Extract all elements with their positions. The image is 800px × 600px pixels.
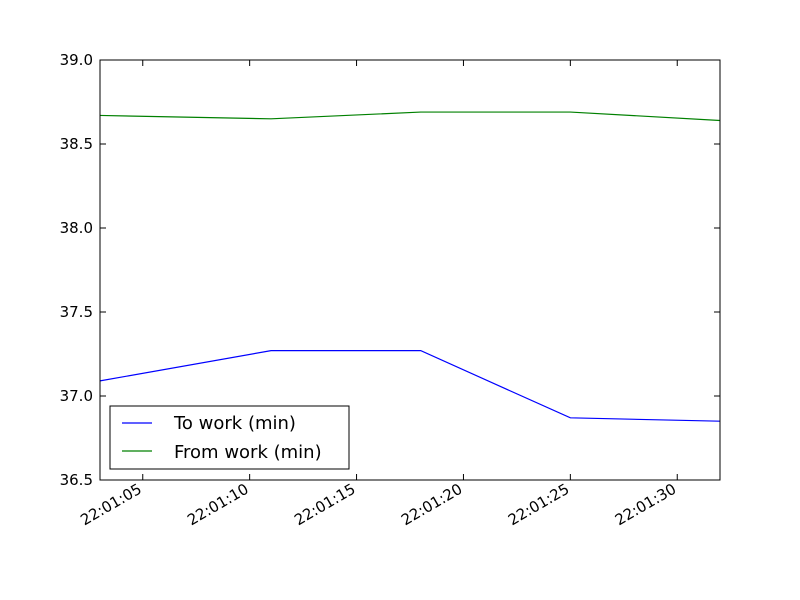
y-tick-label: 39.0 — [60, 51, 93, 69]
legend: To work (min) From work (min) — [109, 405, 350, 470]
y-tick-label: 36.5 — [60, 471, 93, 489]
y-tick-label: 37.0 — [60, 387, 93, 405]
legend-label-from-work: From work (min) — [174, 442, 322, 463]
y-axis: 36.5 37.0 37.5 38.0 38.5 39.0 — [60, 51, 720, 489]
plot-frame — [99, 59, 721, 481]
y-tick-label: 38.5 — [60, 135, 93, 153]
series-layer — [99, 111, 721, 422]
series-line-0 — [99, 350, 721, 422]
y-tick-label: 37.5 — [60, 303, 93, 321]
legend-box — [109, 405, 350, 470]
series-line-1 — [99, 111, 721, 122]
y-tick-label: 38.0 — [60, 219, 93, 237]
legend-label-to-work: To work (min) — [173, 413, 296, 434]
